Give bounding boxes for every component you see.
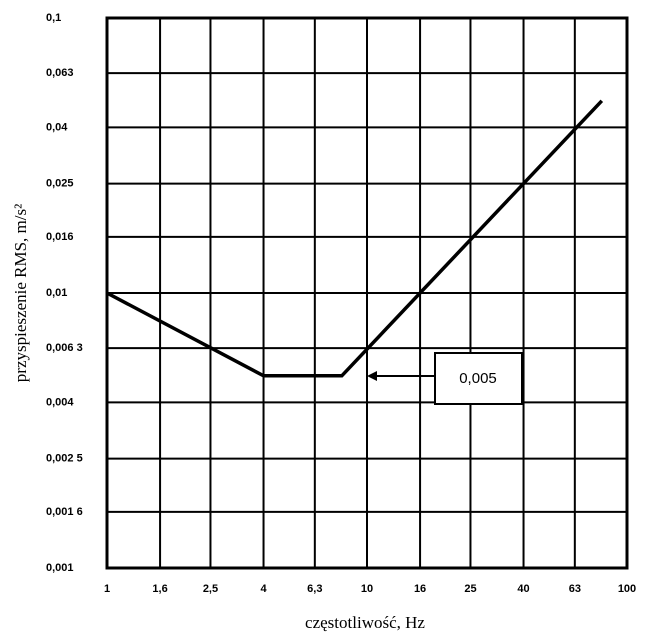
arrow-head xyxy=(367,371,377,381)
annotation: 0,005 xyxy=(459,370,497,387)
x-tick-label: 40 xyxy=(517,583,529,595)
x-tick-label: 1 xyxy=(104,583,110,595)
x-tick-label: 2,5 xyxy=(203,583,218,595)
annotation-box xyxy=(434,352,523,405)
x-axis-label: częstotliwość, Hz xyxy=(305,613,425,632)
x-tick-label: 25 xyxy=(464,583,476,595)
y-tick-label: 0,001 6 xyxy=(46,506,83,518)
y-tick-label: 0,025 xyxy=(46,177,74,189)
y-tick-label: 0,1 xyxy=(46,12,61,24)
x-tick-label: 100 xyxy=(618,583,636,595)
x-tick-label: 16 xyxy=(414,583,426,595)
x-tick-label: 10 xyxy=(361,583,373,595)
x-tick-label: 6,3 xyxy=(307,583,322,595)
y-tick-label: 0,006 3 xyxy=(46,342,83,354)
x-tick-label: 1,6 xyxy=(152,583,167,595)
x-tick-label: 63 xyxy=(569,583,581,595)
y-tick-label: 0,01 xyxy=(46,287,67,299)
y-tick-label: 0,001 xyxy=(46,562,74,574)
data-line xyxy=(106,99,604,378)
y-tick-label: 0,063 xyxy=(46,67,74,79)
y-tick-label: 0,004 xyxy=(46,396,74,408)
y-axis-label: przyspieszenie RMS, m/s² xyxy=(11,204,30,382)
x-tick-label: 4 xyxy=(260,583,267,595)
y-tick-label: 0,04 xyxy=(46,121,68,133)
y-tick-label: 0,002 5 xyxy=(46,452,83,464)
y-tick-label: 0,016 xyxy=(46,231,74,243)
